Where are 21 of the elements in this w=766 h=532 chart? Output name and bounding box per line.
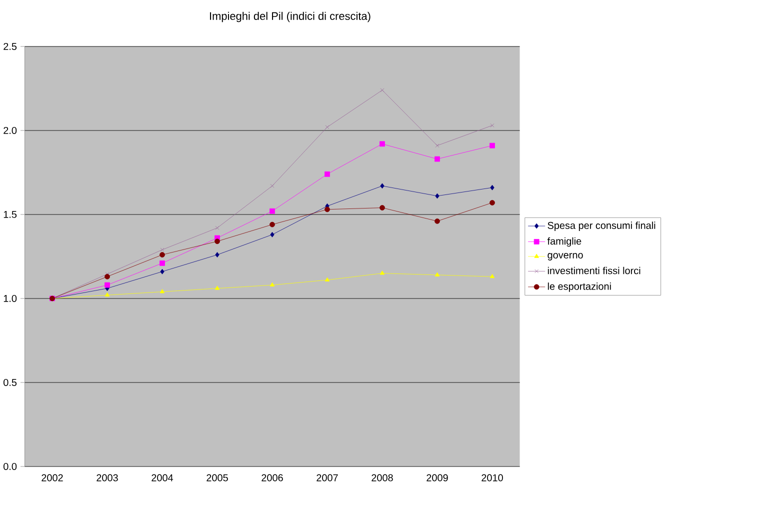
x-tick-label: 2010 [482,474,503,482]
y-tick-label: 0.5 [4,378,17,386]
legend-label: investimenti fissi lorci [548,266,640,274]
legend-label: governo [548,253,583,260]
x-tick-label: 2008 [372,474,393,482]
y-tick-label: 2.5 [4,42,17,50]
y-tick-label: 1.5 [4,210,17,218]
x-tick-label: 2002 [42,474,63,482]
x-tick-label: 2003 [96,474,118,482]
y-tick-label: 0.0 [4,462,17,470]
chart-title: Impieghi del Pil (indici di crescita) [210,12,370,22]
legend-label: famiglie [547,237,582,247]
x-tick-label: 2009 [426,474,448,482]
legend-label: le esportazioni [548,282,611,292]
y-tick-label: 1.0 [4,294,17,302]
x-tick-label: 2005 [206,474,228,482]
x-tick-label: 2004 [152,474,174,482]
x-tick-label: 2007 [316,474,338,482]
x-tick-label: 2006 [262,474,283,482]
y-tick-label: 2.0 [4,126,17,134]
legend-label: Spesa per consumi finali [548,222,656,231]
